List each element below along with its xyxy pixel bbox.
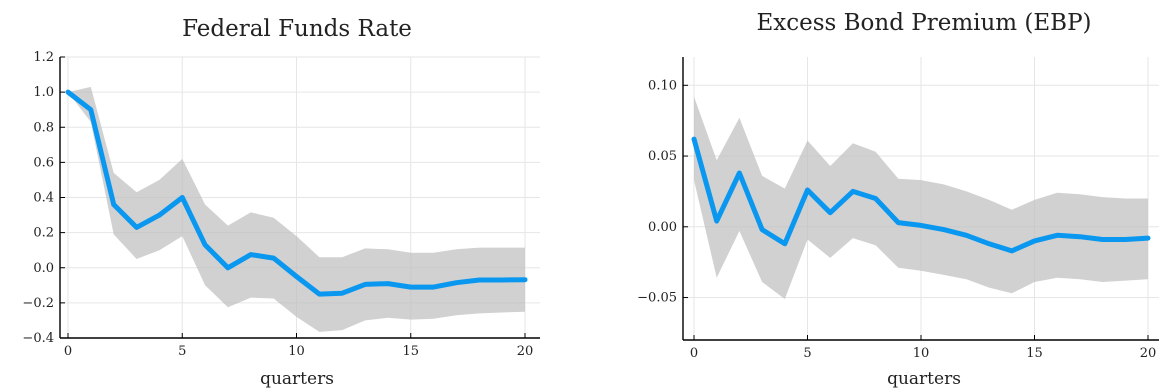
x-tick-label: 15 xyxy=(1026,346,1043,361)
confidence-band xyxy=(68,86,525,332)
x-tick-label: 0 xyxy=(690,346,698,361)
y-tick-label: 0.8 xyxy=(33,120,54,135)
chart-title: Excess Bond Premium (EBP) xyxy=(756,10,1091,36)
confidence-band xyxy=(694,96,1148,299)
x-axis-label: quarters xyxy=(260,369,334,389)
y-tick-label: 0.4 xyxy=(33,191,54,206)
x-tick-label: 10 xyxy=(913,346,930,361)
x-tick-label: 0 xyxy=(64,344,72,359)
axes: −0.05 0.00 0.05 0.10 0 5 10 15 20 xyxy=(637,57,1159,361)
x-tick-label: 20 xyxy=(1140,346,1157,361)
chart-federal-funds-rate: −0.4 −0.2 0.0 0.2 0.4 0.6 0.8 1.0 1.2 0 5 10 15 20 Fe… xyxy=(22,16,540,389)
y-tick-label: −0.4 xyxy=(22,331,54,346)
y-tick-label: 1.2 xyxy=(33,50,54,65)
x-axis-label: quarters xyxy=(887,369,961,389)
x-tick-label: 15 xyxy=(402,344,419,359)
axes: −0.4 −0.2 0.0 0.2 0.4 0.6 0.8 1.0 1.2 0 5 10 15 20 xyxy=(22,50,540,359)
y-tick-label: 0.10 xyxy=(648,78,677,93)
response-line xyxy=(65,89,528,297)
y-tick-label: 0.6 xyxy=(33,155,54,170)
x-tick-label: 20 xyxy=(517,344,534,359)
y-tick-label: 0.00 xyxy=(648,220,677,235)
y-tick-label: 0.2 xyxy=(33,226,54,241)
response-line xyxy=(691,136,1151,254)
chart-excess-bond-premium: −0.05 0.00 0.05 0.10 0 5 10 15 20 Excess Bond Pr… xyxy=(637,10,1159,389)
y-tick-label: 1.0 xyxy=(33,85,54,100)
x-tick-label: 10 xyxy=(288,344,305,359)
y-tick-label: −0.2 xyxy=(22,296,54,311)
y-tick-label: −0.05 xyxy=(637,291,677,306)
x-tick-label: 5 xyxy=(803,346,811,361)
chart-title: Federal Funds Rate xyxy=(182,16,412,42)
y-tick-label: 0.05 xyxy=(648,149,677,164)
x-tick-label: 5 xyxy=(178,344,186,359)
y-tick-label: 0.0 xyxy=(33,261,54,276)
